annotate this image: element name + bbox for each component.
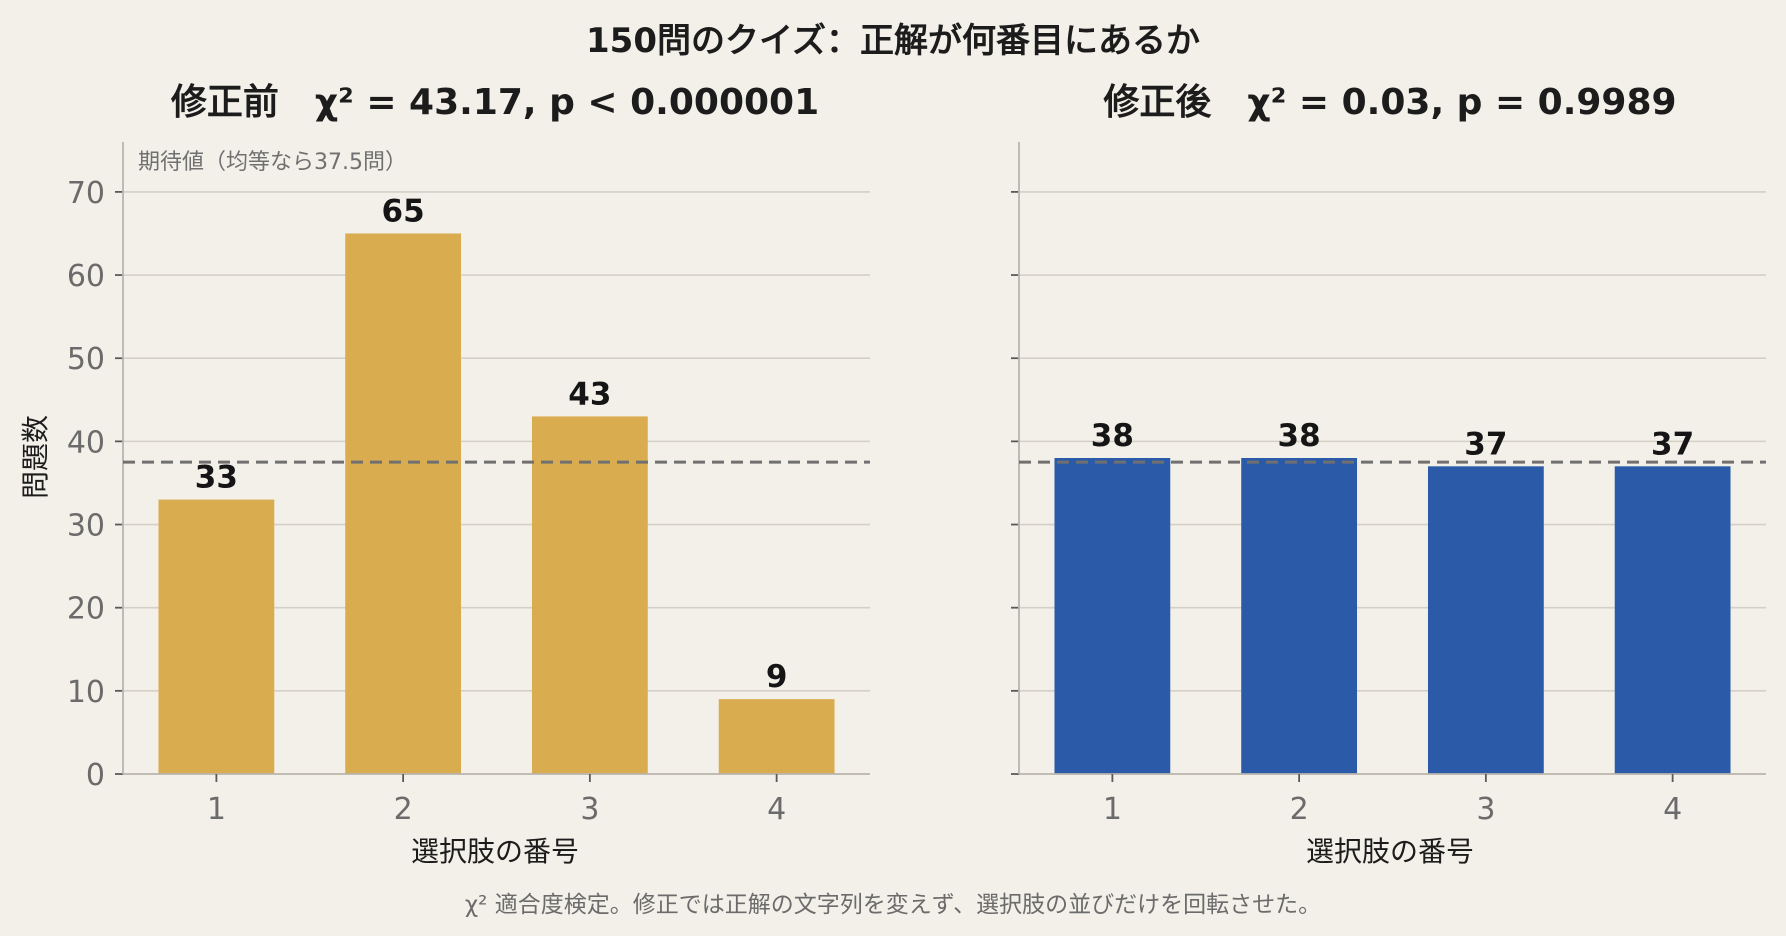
x-tick-label-before-4: 4	[767, 792, 786, 827]
value-label-before-3: 43	[568, 376, 611, 412]
bar-before-1	[158, 499, 275, 774]
panel-after-x-axis-label: 選択肢の番号	[1306, 835, 1474, 868]
y-tick-label-0: 0	[86, 758, 105, 793]
bar-after-2	[1241, 458, 1358, 774]
x-tick-label-before-3: 3	[580, 792, 599, 827]
bar-after-3	[1427, 466, 1544, 774]
expected-value-annotation: 期待値（均等なら37.5問）	[138, 150, 407, 175]
footnote: χ² 適合度検定。修正では正解の文字列を変えず、選択肢の並びだけを回転させた。	[465, 892, 1321, 918]
bar-before-3	[531, 416, 648, 774]
panel-before: 修正前 χ² = 43.17, p < 0.000001 期待値（均等なら37.…	[19, 82, 870, 868]
panel-after: 修正後 χ² = 0.03, p = 0.9989 選択肢の番号 1 2 3 4 38 3…	[1011, 82, 1766, 868]
value-label-before-4: 9	[766, 659, 788, 695]
bar-before-2	[345, 233, 462, 774]
panel-after-title: 修正後 χ² = 0.03, p = 0.9989	[1103, 82, 1676, 123]
value-label-after-1: 38	[1091, 418, 1134, 454]
x-tick-label-after-2: 2	[1290, 792, 1309, 827]
x-tick-label-before-2: 2	[394, 792, 413, 827]
bar-after-4	[1614, 466, 1731, 774]
x-tick-label-before-1: 1	[207, 792, 226, 827]
panel-before-title: 修正前 χ² = 43.17, p < 0.000001	[171, 82, 819, 123]
y-tick-label-3: 30	[67, 509, 105, 544]
x-tick-label-after-1: 1	[1103, 792, 1122, 827]
panel-before-x-axis-label: 選択肢の番号	[411, 835, 579, 868]
y-axis-label: 問題数	[19, 415, 52, 499]
x-tick-label-after-4: 4	[1663, 792, 1682, 827]
value-label-before-2: 65	[382, 193, 425, 229]
y-tick-label-6: 60	[67, 259, 105, 294]
x-tick-label-after-3: 3	[1476, 792, 1495, 827]
value-label-after-2: 38	[1278, 418, 1321, 454]
bar-before-4	[718, 699, 835, 774]
value-label-before-1: 33	[195, 460, 238, 496]
y-tick-label-2: 20	[67, 592, 105, 627]
y-tick-label-4: 40	[67, 425, 105, 460]
value-label-after-4: 37	[1651, 426, 1694, 462]
bar-after-1	[1054, 458, 1171, 774]
figure-title: 150問のクイズ：正解が何番目にあるか	[586, 21, 1200, 61]
y-tick-label-5: 50	[67, 342, 105, 377]
y-tick-label-7: 70	[67, 176, 105, 211]
value-label-after-3: 37	[1464, 426, 1507, 462]
y-tick-label-1: 10	[67, 675, 105, 710]
